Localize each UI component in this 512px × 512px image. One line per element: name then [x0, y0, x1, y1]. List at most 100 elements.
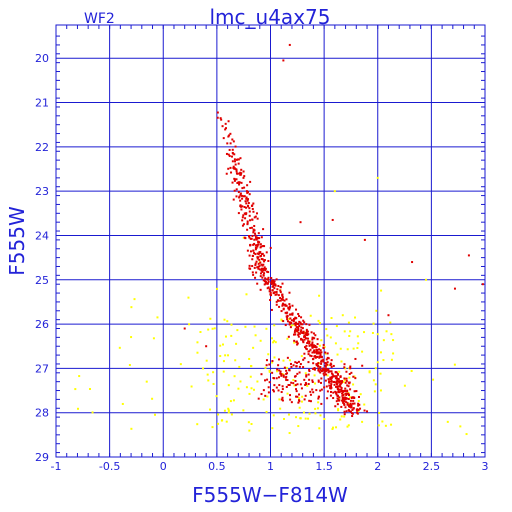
red-point [248, 264, 251, 267]
red-point [216, 111, 219, 114]
yellow-point [130, 336, 133, 339]
red-point [309, 354, 312, 357]
red-point [324, 367, 327, 370]
red-point [343, 410, 346, 413]
red-point [290, 365, 293, 368]
red-point [225, 152, 228, 155]
yellow-point [323, 417, 326, 420]
red-point [279, 289, 282, 292]
red-point [316, 365, 319, 368]
yellow-point [212, 382, 215, 385]
red-point [254, 234, 257, 237]
red-point [281, 296, 284, 299]
red-point [270, 308, 273, 311]
yellow-point [233, 375, 236, 378]
red-point [306, 330, 309, 333]
red-point [350, 406, 353, 409]
red-point [346, 384, 349, 387]
red-point [345, 394, 348, 397]
red-point [237, 191, 240, 194]
red-point [326, 356, 329, 359]
red-point [224, 122, 227, 125]
red-point [298, 324, 301, 327]
red-point [300, 316, 303, 319]
yellow-point [292, 379, 295, 382]
red-point [262, 279, 265, 282]
yellow-point [314, 382, 317, 385]
red-point [310, 331, 313, 334]
red-point [273, 291, 276, 294]
red-point [237, 181, 240, 184]
red-point [282, 374, 285, 377]
red-point [253, 238, 256, 241]
red-point [270, 277, 273, 280]
red-point [296, 395, 299, 398]
red-point [329, 394, 332, 397]
red-point [341, 391, 344, 394]
red-point [286, 356, 289, 359]
yellow-point [304, 417, 307, 420]
red-point [233, 153, 236, 156]
red-point [348, 373, 351, 376]
red-point [251, 258, 254, 261]
yellow-point [361, 350, 364, 353]
yellow-point [288, 432, 291, 435]
x-tick-label: -0.5 [99, 460, 120, 473]
red-point [288, 305, 291, 308]
yellow-point [301, 395, 304, 398]
red-point [338, 391, 341, 394]
red-point [249, 243, 252, 246]
y-tick-label: 21 [35, 97, 49, 110]
red-point [306, 341, 309, 344]
red-point [249, 227, 252, 230]
red-point [308, 350, 311, 353]
yellow-point [247, 421, 250, 424]
red-point [268, 381, 271, 384]
red-point [316, 349, 319, 352]
red-point [334, 381, 337, 384]
yellow-point [211, 426, 214, 429]
red-point [260, 267, 263, 270]
red-point [247, 202, 250, 205]
red-point [256, 217, 259, 220]
red-point [298, 365, 301, 368]
yellow-point [357, 409, 360, 412]
red-point [329, 376, 332, 379]
red-point [288, 43, 291, 46]
red-point [345, 392, 348, 395]
yellow-point [222, 370, 225, 373]
yellow-point [224, 354, 227, 357]
red-point [254, 244, 257, 247]
yellow-point [252, 346, 255, 349]
red-point [336, 394, 339, 397]
yellow-point [259, 339, 262, 342]
red-point [300, 326, 303, 329]
red-point [245, 202, 248, 205]
red-point [329, 390, 332, 393]
red-point [335, 391, 338, 394]
red-point [234, 168, 237, 171]
red-point [319, 354, 322, 357]
yellow-point [293, 324, 296, 327]
red-point [285, 369, 288, 372]
yellow-point [250, 387, 253, 390]
red-point [352, 407, 355, 410]
red-point [285, 375, 288, 378]
red-point [255, 237, 258, 240]
x-tick-label: 0 [160, 460, 167, 473]
yellow-point [248, 392, 251, 395]
red-point [355, 411, 358, 414]
red-point [245, 206, 248, 209]
red-point [352, 375, 355, 378]
yellow-point [307, 417, 310, 420]
red-point [324, 379, 327, 382]
red-point [361, 364, 364, 367]
red-point [287, 335, 290, 338]
red-point [281, 294, 284, 297]
red-point [272, 284, 275, 287]
red-point [261, 258, 264, 261]
red-point [319, 368, 322, 371]
red-point [326, 369, 329, 372]
red-point [304, 382, 307, 385]
